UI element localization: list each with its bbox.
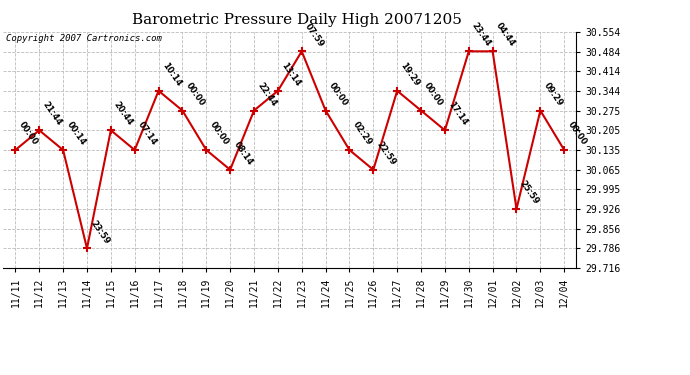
Text: 00:14: 00:14 [64, 120, 87, 147]
Text: 25:59: 25:59 [518, 179, 540, 206]
Text: 20:44: 20:44 [112, 100, 135, 128]
Text: 00:00: 00:00 [184, 81, 206, 108]
Text: 07:59: 07:59 [303, 22, 326, 48]
Text: 07:14: 07:14 [136, 120, 159, 147]
Text: 19:29: 19:29 [399, 61, 421, 88]
Text: Barometric Pressure Daily High 20071205: Barometric Pressure Daily High 20071205 [132, 13, 462, 27]
Text: 13:14: 13:14 [279, 61, 302, 88]
Text: 21:44: 21:44 [41, 100, 63, 128]
Text: 00:00: 00:00 [566, 120, 588, 147]
Text: 00:00: 00:00 [208, 120, 230, 147]
Text: 02:29: 02:29 [351, 120, 373, 147]
Text: 17:14: 17:14 [446, 100, 469, 128]
Text: 00:00: 00:00 [327, 81, 349, 108]
Text: 22:59: 22:59 [375, 140, 397, 167]
Text: 23:44: 23:44 [470, 21, 493, 48]
Text: 10:14: 10:14 [160, 61, 183, 88]
Text: 09:29: 09:29 [542, 81, 564, 108]
Text: 00:00: 00:00 [17, 120, 39, 147]
Text: 00:00: 00:00 [422, 81, 445, 108]
Text: 22:44: 22:44 [255, 81, 278, 108]
Text: Copyright 2007 Cartronics.com: Copyright 2007 Cartronics.com [6, 34, 162, 43]
Text: 04:44: 04:44 [494, 21, 517, 48]
Text: 23:59: 23:59 [88, 219, 111, 246]
Text: 08:14: 08:14 [232, 140, 254, 167]
